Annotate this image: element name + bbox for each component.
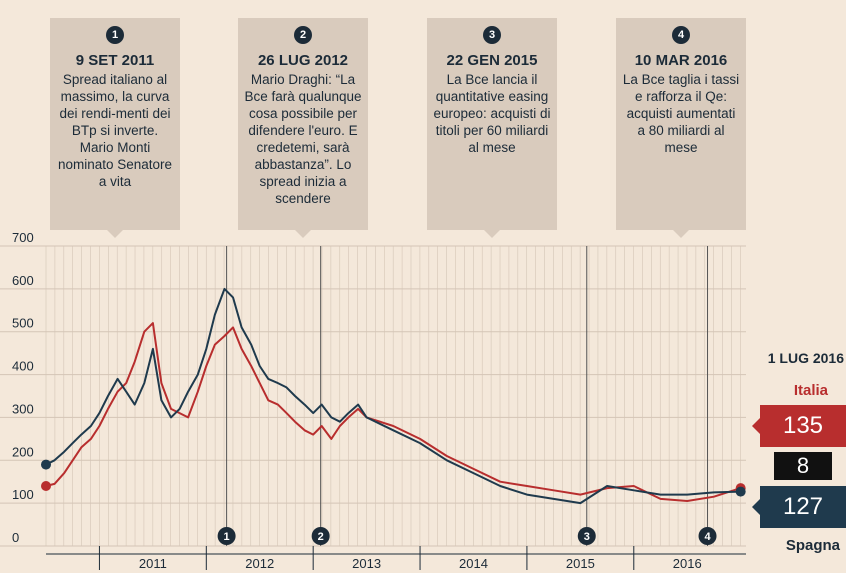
event-marker-number: 4 [704, 531, 711, 543]
callout-date: 26 LUG 2012 [257, 52, 349, 69]
x-tick-label: 2013 [352, 556, 381, 571]
x-tick-label: 2012 [245, 556, 274, 571]
callout-number: 4 [672, 26, 690, 44]
x-tick-label: 2011 [139, 556, 167, 571]
series-lines [41, 287, 746, 505]
x-tick-label: 2015 [566, 556, 595, 571]
y-tick-label: 100 [12, 487, 34, 502]
callout-number: 2 [294, 26, 312, 44]
spagna-label: Spagna [785, 537, 840, 554]
badge-text: 127 [782, 493, 824, 520]
event-lines [226, 246, 709, 546]
spread-difference: 8 [774, 452, 832, 480]
y-tick-label: 700 [12, 230, 34, 245]
event-marker [217, 527, 236, 545]
callout-text: Spread italiano al massimo, la curva dei… [57, 72, 173, 189]
callout-2: 2 26 LUG 2012 Mario Draghi: “La Bce farà… [238, 18, 368, 238]
y-tick-label: 200 [12, 444, 34, 459]
event-marker [577, 527, 596, 545]
callout-date: 10 MAR 2016 [634, 52, 728, 69]
badge-text: 135 [782, 412, 824, 439]
callout-number: 3 [483, 26, 501, 44]
callout-date: 9 SET 2011 [75, 52, 155, 69]
event-marker-number: 1 [224, 531, 230, 543]
series-end-point-spagna [735, 486, 746, 497]
x-tick-label: 2016 [673, 556, 702, 571]
spagna-value-badge: 127 [752, 486, 846, 528]
y-tick-label: 500 [12, 316, 34, 331]
series-start-point-italia [41, 481, 51, 491]
side-date: 1 LUG 2016 [767, 350, 844, 366]
event-marker [698, 527, 717, 545]
y-tick-label: 0 [12, 530, 19, 545]
grid-lines [0, 245, 746, 547]
callout-1: 1 9 SET 2011 Spread italiano al massimo,… [50, 18, 180, 238]
series-start-point-spagna [41, 459, 51, 470]
callout-4: 4 10 MAR 2016 La Bce taglia i tassi e ra… [616, 18, 746, 238]
x-axis: 2011 2012 2013 2014 2015 2016 [46, 546, 746, 571]
y-axis: 0 100 200 300 400 500 600 700 [12, 230, 34, 545]
callout-text: La Bce taglia i tassi e rafforza il Qe: … [622, 72, 740, 155]
y-tick-label: 600 [12, 273, 34, 288]
event-marker-number: 3 [584, 531, 590, 543]
italia-label: Italia [793, 382, 828, 399]
x-tick-label: 2014 [459, 556, 488, 571]
callout-text: Mario Draghi: “La Bce farà qualunque cos… [244, 72, 362, 206]
event-marker [311, 527, 330, 545]
callout-number: 1 [106, 26, 124, 44]
callout-3: 3 22 GEN 2015 La Bce lancia il quantitat… [427, 18, 557, 238]
callout-date: 22 GEN 2015 [446, 52, 538, 69]
series-line-italia [45, 322, 742, 502]
italia-value-badge: 135 [752, 405, 846, 447]
y-tick-label: 300 [12, 401, 34, 416]
callout-text: La Bce lancia il quantitative easing eur… [433, 72, 551, 155]
event-marker-number: 2 [318, 531, 324, 543]
event-markers: 1 2 3 4 [217, 527, 717, 545]
y-tick-label: 400 [12, 359, 34, 374]
series-line-spagna [45, 287, 741, 505]
